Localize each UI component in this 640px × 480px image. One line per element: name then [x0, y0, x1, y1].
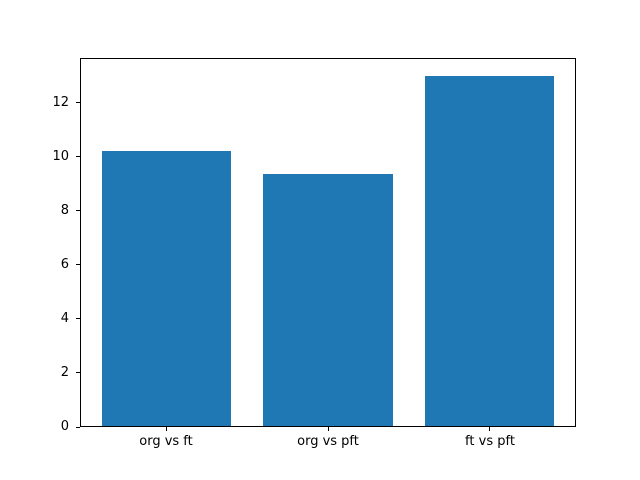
bar-ft-vs-pft: [424, 76, 554, 426]
y-tick-label: 4: [60, 310, 69, 326]
y-tick-mark: [76, 102, 80, 104]
bar-org-vs-ft: [102, 150, 232, 426]
y-tick-label: 8: [60, 202, 69, 218]
y-tick-label: 0: [60, 419, 69, 434]
x-tick-label-org-vs-ft: org vs ft: [139, 434, 193, 449]
x-tick-label-ft-vs-pft: ft vs pft: [465, 434, 515, 449]
y-tick-mark: [76, 426, 80, 428]
y-tick-mark: [76, 318, 80, 320]
y-tick-mark: [76, 210, 80, 212]
x-tick-mark: [165, 427, 167, 431]
x-tick-label-org-vs-pft: org vs pft: [297, 434, 359, 449]
y-tick-label: 10: [52, 148, 69, 164]
x-tick-mark: [327, 427, 329, 431]
y-tick-label: 12: [52, 94, 69, 110]
y-tick-mark: [76, 372, 80, 374]
plot-area: [80, 58, 576, 427]
y-tick-mark: [76, 156, 80, 158]
y-tick-mark: [76, 264, 80, 266]
y-tick-label: 2: [60, 364, 69, 380]
bar-org-vs-pft: [263, 173, 393, 426]
y-tick-label: 6: [60, 256, 69, 272]
x-tick-mark: [489, 427, 491, 431]
